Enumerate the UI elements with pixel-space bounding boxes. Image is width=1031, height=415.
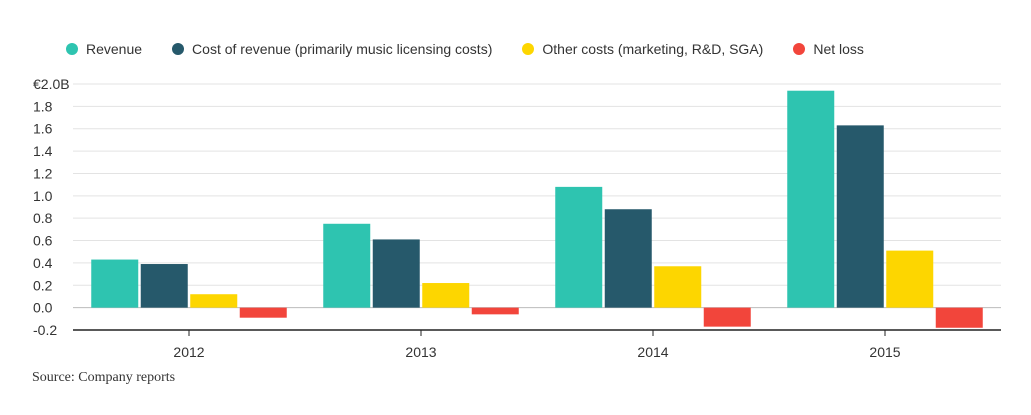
bar-2012-3: [239, 307, 287, 318]
y-tick-label: 1.4: [33, 143, 53, 159]
x-tick-label: 2014: [637, 344, 668, 360]
source-note: Source: Company reports: [32, 370, 176, 385]
legend-label-0: Revenue: [86, 41, 143, 57]
x-tick-label: 2012: [173, 344, 204, 360]
y-tick-label: 1.0: [33, 188, 53, 204]
x-tick-label: 2013: [405, 344, 436, 360]
bar-2015-0: [787, 90, 835, 308]
bar-2014-0: [555, 186, 603, 308]
legend-label-3: Net loss: [813, 41, 864, 57]
bar-2013-0: [323, 223, 371, 308]
legend-swatch-0: [66, 43, 78, 55]
y-tick-label: 0.4: [33, 255, 53, 271]
y-tick-label: -0.2: [33, 322, 57, 338]
bar-2013-3: [471, 307, 519, 315]
bar-2012-2: [190, 294, 238, 308]
legend-item-2: Other costs (marketing, R&D, SGA): [522, 41, 763, 57]
legend-label-2: Other costs (marketing, R&D, SGA): [542, 41, 764, 57]
legend-item-1: Cost of revenue (primarily music licensi…: [172, 41, 492, 57]
chart-legend: Revenue Cost of revenue (primarily music …: [66, 38, 894, 60]
y-tick-label: 1.8: [33, 98, 53, 114]
bar-2013-1: [372, 239, 420, 308]
bar-2015-1: [836, 125, 884, 308]
y-tick-label: 0.2: [33, 277, 53, 293]
legend-label-1: Cost of revenue (primarily music licensi…: [192, 41, 493, 57]
legend-swatch-2: [522, 43, 535, 55]
bar-2014-2: [654, 266, 702, 308]
bar-2015-3: [935, 307, 983, 328]
bar-2015-2: [886, 250, 934, 308]
y-tick-label: 0.0: [33, 300, 53, 316]
bar-2012-0: [91, 259, 139, 308]
bar-2013-2: [422, 283, 470, 308]
bar-2014-1: [604, 209, 652, 308]
y-tick-label: 1.2: [33, 165, 53, 181]
legend-item-0: Revenue: [66, 41, 142, 57]
x-tick-label: 2015: [869, 344, 900, 360]
y-tick-label: 0.6: [33, 233, 53, 249]
y-tick-label: €2.0B: [33, 76, 70, 92]
bar-2014-3: [703, 307, 751, 327]
legend-item-3: Net loss: [793, 41, 864, 57]
y-tick-label: 1.6: [33, 121, 53, 137]
legend-swatch-3: [793, 43, 806, 55]
bar-2012-1: [140, 264, 188, 308]
legend-swatch-1: [172, 43, 185, 55]
y-tick-label: 0.8: [33, 210, 53, 226]
